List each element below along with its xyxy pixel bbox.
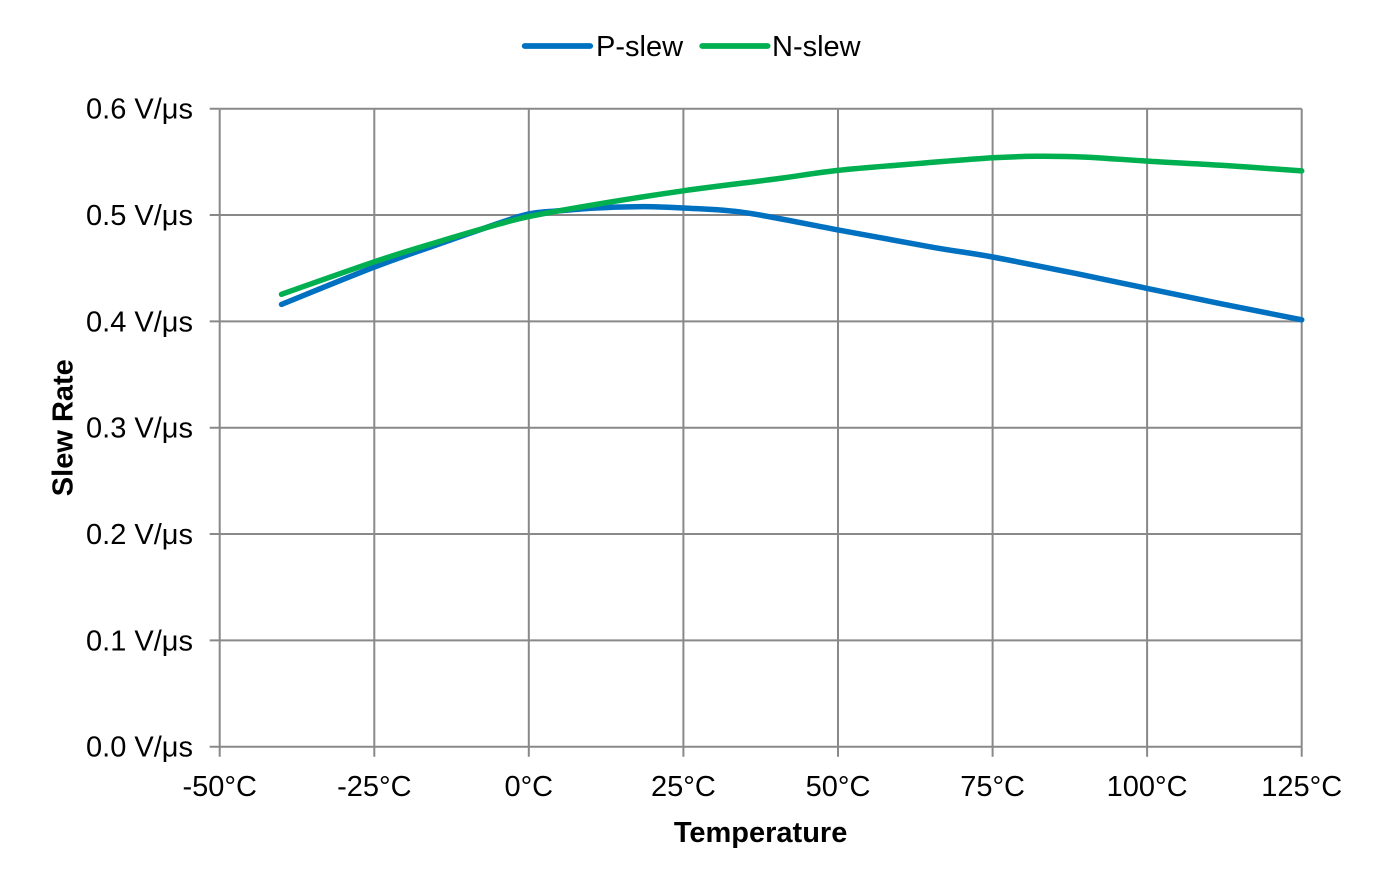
svg-text:0.1 V/μs: 0.1 V/μs <box>86 625 193 657</box>
svg-text:P-slew: P-slew <box>596 31 684 63</box>
svg-text:-25°C: -25°C <box>337 771 411 803</box>
svg-text:Slew Rate: Slew Rate <box>48 359 80 496</box>
svg-text:75°C: 75°C <box>960 771 1025 803</box>
svg-text:50°C: 50°C <box>806 771 871 803</box>
svg-text:125°C: 125°C <box>1261 771 1342 803</box>
svg-text:Temperature: Temperature <box>674 817 848 849</box>
svg-text:N-slew: N-slew <box>772 31 862 63</box>
svg-text:0.0 V/μs: 0.0 V/μs <box>86 732 193 764</box>
svg-text:0°C: 0°C <box>504 771 553 803</box>
svg-text:0.5 V/μs: 0.5 V/μs <box>86 200 193 232</box>
svg-text:0.3 V/μs: 0.3 V/μs <box>86 413 193 445</box>
svg-text:-50°C: -50°C <box>182 771 256 803</box>
svg-text:0.6 V/μs: 0.6 V/μs <box>86 94 193 126</box>
svg-text:0.4 V/μs: 0.4 V/μs <box>86 306 193 338</box>
svg-text:0.2 V/μs: 0.2 V/μs <box>86 519 193 551</box>
svg-text:100°C: 100°C <box>1107 771 1188 803</box>
svg-text:25°C: 25°C <box>651 771 716 803</box>
